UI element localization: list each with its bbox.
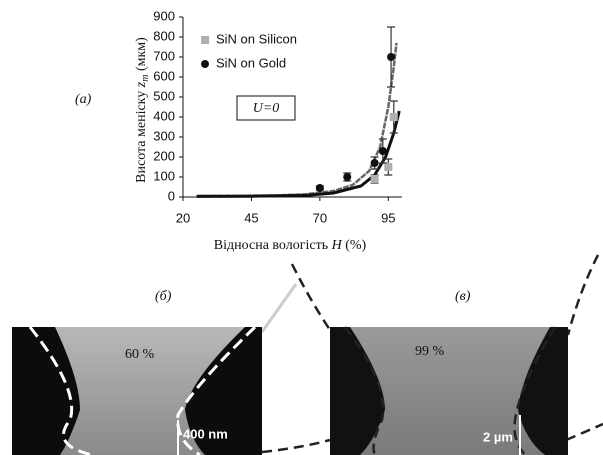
y-tick-label: 400	[153, 108, 175, 123]
y-tick-label: 0	[168, 188, 175, 203]
point	[384, 163, 392, 171]
x-label-text: Відносна вологість	[214, 238, 328, 253]
y-label-unit: (мкм)	[134, 37, 149, 71]
scale-bar-label: 400 nm	[183, 426, 228, 441]
panel-label: (б)	[155, 289, 172, 304]
micrograph	[330, 327, 568, 455]
x-tick-label: 95	[381, 210, 395, 225]
point	[371, 159, 379, 167]
x-label-symbol: H	[331, 238, 343, 253]
point	[316, 184, 324, 192]
point	[387, 53, 395, 61]
legend-marker	[201, 60, 209, 68]
y-tick-label: 300	[153, 128, 175, 143]
y-tick-label: 500	[153, 88, 175, 103]
y-label-text: Висота меніску	[134, 91, 149, 183]
y-tick-label: 800	[153, 28, 175, 43]
connector	[568, 255, 598, 335]
point	[390, 113, 398, 121]
point	[343, 173, 351, 181]
y-tick-label: 200	[153, 148, 175, 163]
panel-label: (а)	[75, 92, 92, 107]
image-text: 99 %	[415, 344, 445, 359]
y-axis-label: Висота меніску zm (мкм)	[134, 37, 151, 183]
x-label-unit: (%)	[345, 238, 366, 253]
y-tick-label: 600	[153, 68, 175, 83]
legend-marker	[201, 36, 209, 44]
y-tick-label: 900	[153, 8, 175, 23]
connector	[292, 264, 330, 330]
panel-label: (в)	[455, 289, 471, 304]
connector	[262, 440, 330, 452]
point	[379, 147, 387, 155]
legend-label: SiN on Gold	[216, 55, 286, 70]
scale-bar-label: 2 µm	[483, 429, 513, 444]
x-tick-label: 45	[244, 210, 258, 225]
figure: (а) (б) (в) 60 % 400 nm 99 % 2 µm Віднос…	[0, 0, 603, 455]
y-tick-label: 100	[153, 168, 175, 183]
legend-label: SiN on Silicon	[216, 31, 297, 46]
connector	[566, 424, 603, 440]
x-axis-label: Відносна вологість H (%)	[214, 238, 367, 253]
annotation: U=0	[253, 101, 280, 116]
point	[371, 175, 379, 183]
x-tick-label: 20	[176, 210, 190, 225]
connector	[262, 284, 296, 332]
y-label-subscript: m	[140, 75, 151, 82]
y-tick-label: 700	[153, 48, 175, 63]
x-tick-label: 70	[313, 210, 327, 225]
fit-curve	[197, 111, 400, 196]
image-text: 60 %	[125, 347, 155, 362]
